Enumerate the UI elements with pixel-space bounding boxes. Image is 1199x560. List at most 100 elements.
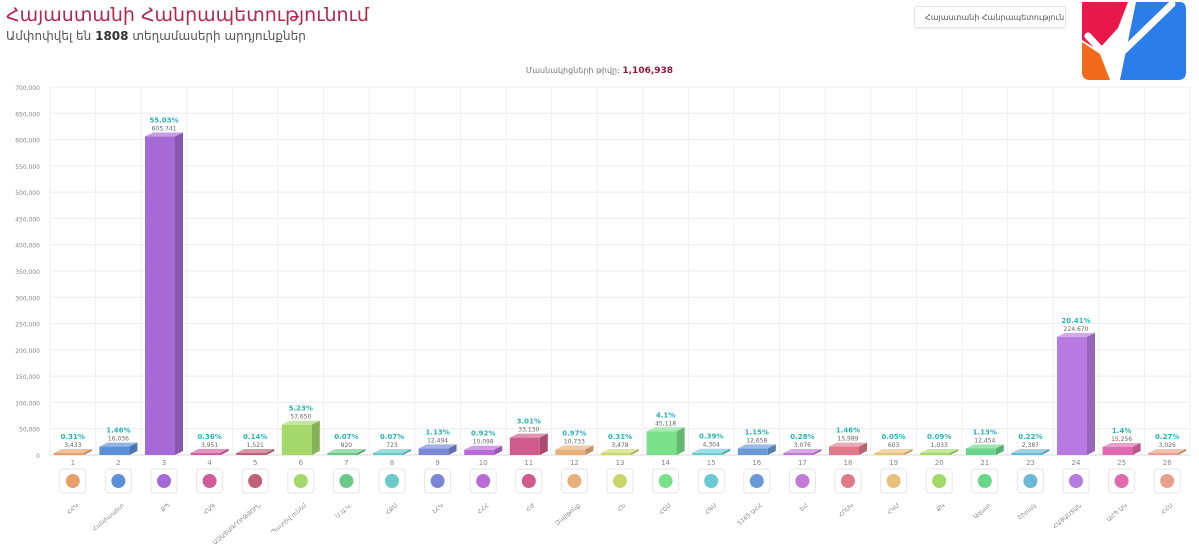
party-number: 8 (390, 459, 394, 467)
bar-percent-label: 1.46% (836, 427, 860, 435)
party-logo-mark (293, 474, 308, 488)
party-name-label: Զարթոնք (554, 502, 582, 527)
bar-value-label: 3,478 (611, 442, 628, 449)
party-number: 9 (435, 459, 439, 467)
bar (874, 453, 905, 455)
party-number: 13 (616, 459, 625, 467)
bar-side (813, 449, 822, 455)
bar-value-label: 15,989 (838, 436, 859, 443)
party-name-label: Շիրակ (1016, 502, 1037, 521)
party-logo-mark (1160, 474, 1175, 488)
bar-value-label: 3,026 (1159, 442, 1176, 449)
party-number: 10 (479, 459, 488, 467)
region-dropdown[interactable]: Հայաստանի Հանրապետություն (914, 6, 1066, 28)
bar-percent-label: 1.46% (106, 427, 130, 435)
party-name-label: ԱՀՊ ԱԿ (1106, 502, 1129, 523)
bar-top (1148, 449, 1187, 453)
bar-side (767, 444, 776, 455)
bar-top (373, 449, 411, 453)
party-name-label: ՀՀՀ (476, 502, 490, 516)
party-name-label: 5165 ԱՀՀ (736, 502, 764, 527)
party-name-label: ՀՇՄ (658, 502, 673, 516)
bar-value-label: 603 (888, 442, 900, 449)
party-logo-mark (795, 474, 810, 488)
y-tick-label: 650,000 (15, 111, 40, 118)
y-tick-label: 0 (36, 453, 40, 460)
party-logo-mark (658, 474, 673, 488)
party-logo-mark (339, 474, 354, 488)
party-number: 15 (707, 459, 716, 467)
party-name-label: Պատիվ ունեմ (270, 502, 308, 536)
party-logo-mark (1069, 474, 1083, 488)
bar-side (859, 442, 867, 455)
bar-top (99, 442, 138, 447)
bar-top (874, 449, 913, 453)
bar-top (53, 449, 92, 453)
party-logo-mark (886, 474, 901, 488)
bar-side (539, 433, 548, 455)
bar-top (965, 444, 1004, 449)
bar-percent-label: 0.31% (608, 433, 632, 441)
party-logo-mark (841, 474, 855, 488)
party-logo-mark (476, 474, 491, 488)
party-name-label: ՀԱԳ (202, 502, 217, 516)
bar-top (737, 444, 776, 449)
bar-value-label: 33,130 (518, 427, 539, 434)
bar-side (83, 449, 92, 455)
bar-side (220, 448, 229, 455)
party-logo-mark (704, 474, 719, 488)
bar (920, 453, 951, 455)
bar-percent-label: 0.36% (197, 433, 221, 441)
bar-top (418, 444, 457, 449)
party-logo-mark (749, 474, 764, 488)
party-logo-mark (977, 474, 992, 488)
y-tick-label: 550,000 (15, 164, 40, 171)
bar (965, 448, 996, 455)
y-tick-label: 100,000 (15, 400, 40, 407)
party-number: 17 (798, 459, 807, 467)
bar (327, 453, 358, 455)
bar-value-label: 10,733 (564, 438, 585, 445)
y-tick-label: 700,000 (15, 85, 40, 92)
page-title: Հայաստանի Հանրապետությունում (6, 4, 369, 26)
party-number: 4 (207, 459, 212, 467)
y-tick-label: 200,000 (15, 348, 40, 355)
bar-top (783, 449, 822, 453)
bar-percent-label: 1.15% (745, 428, 769, 436)
y-tick-label: 500,000 (15, 190, 40, 197)
y-tick-label: 450,000 (15, 216, 40, 223)
bar-side (357, 449, 366, 455)
bar-percent-label: 4.1% (656, 411, 675, 419)
party-name-label: Հանրապետ (91, 502, 126, 533)
bar-percent-label: 3.01% (517, 418, 541, 426)
party-logo-mark (248, 474, 263, 488)
party-name-label: ՀՀՍ (1160, 502, 1174, 516)
bar-top (190, 448, 229, 453)
bar-value-label: 2,387 (1022, 442, 1039, 449)
bar-percent-label: 0.39% (699, 433, 723, 441)
total-value: 1,106,938 (622, 66, 674, 76)
bar-percent-label: 0.07% (380, 433, 404, 441)
bar-percent-label: 0.05% (881, 433, 905, 441)
bar-top (327, 449, 366, 453)
bar-value-label: 4,304 (703, 442, 720, 449)
bar-side (448, 444, 457, 455)
party-logo-mark (157, 474, 171, 488)
bar (646, 431, 677, 455)
bar-side (950, 449, 959, 455)
bar-percent-label: 0.97% (562, 429, 586, 437)
bar-value-label: 3,076 (794, 442, 811, 449)
bar (464, 449, 495, 455)
bar-top (555, 445, 594, 450)
party-name-label: ՀՀԿ (66, 502, 80, 516)
bar (145, 136, 175, 456)
bar-side (494, 445, 503, 455)
y-tick-label: 300,000 (15, 295, 40, 302)
bar (236, 453, 267, 455)
bar (190, 452, 221, 455)
bar (1102, 446, 1133, 455)
bar-side (129, 442, 138, 455)
bar (737, 448, 768, 455)
bar-side (676, 427, 685, 455)
